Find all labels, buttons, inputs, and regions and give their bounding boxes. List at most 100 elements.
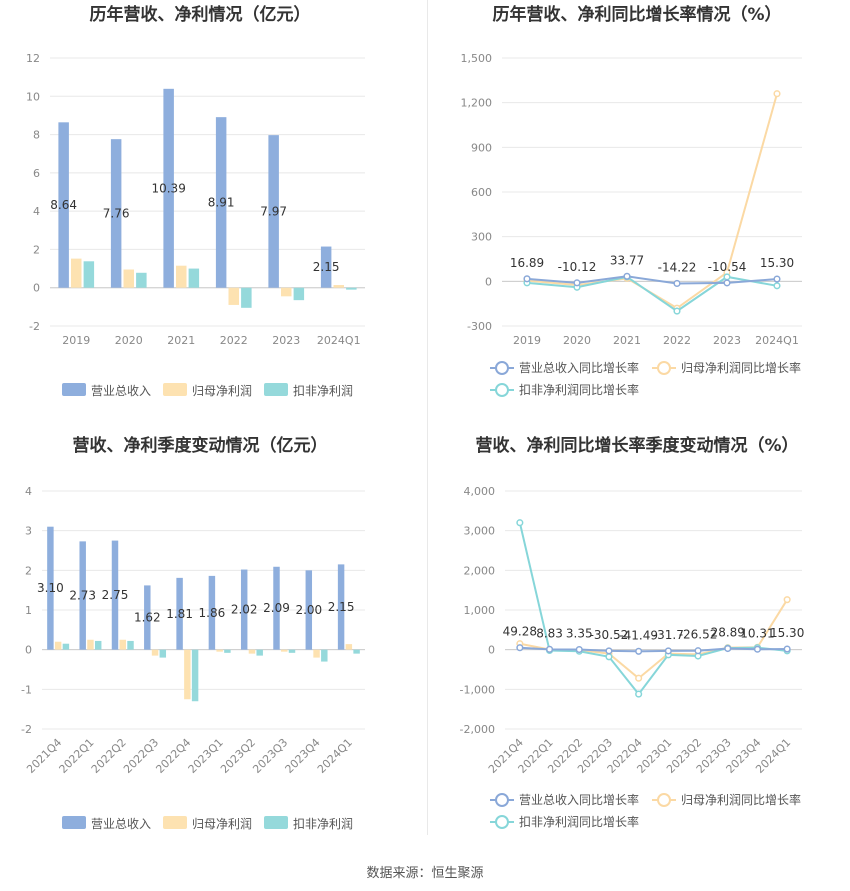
- series-point: [783, 596, 791, 604]
- bar-net-profit: [281, 287, 292, 297]
- y-tick-label: -1,000: [460, 683, 495, 696]
- y-tick-label: 12: [26, 52, 40, 65]
- series-point: [694, 647, 702, 655]
- data-label: -10.54: [708, 260, 747, 274]
- series-point: [546, 645, 554, 653]
- bar-revenue: [144, 585, 151, 650]
- bar-net-profit: [313, 649, 320, 658]
- y-tick-label: 0: [485, 275, 492, 288]
- bar-net-profit: [228, 287, 239, 305]
- bar-deducted-profit: [83, 261, 95, 288]
- data-label: 3.35: [566, 627, 593, 641]
- bar-net-profit: [333, 285, 344, 288]
- y-tick-label: -2: [29, 320, 40, 333]
- x-tick-label: 2023Q4: [283, 736, 323, 776]
- bar-deducted-profit: [321, 649, 328, 662]
- series-point: [724, 644, 732, 653]
- legend-marker: [657, 793, 671, 807]
- x-tick-label: 2021Q4: [24, 736, 64, 776]
- data-label: 2.73: [69, 589, 96, 603]
- x-tick-label: 2022Q3: [121, 736, 161, 776]
- y-tick-label: -2: [21, 723, 32, 736]
- legend-label: 扣非净利润: [293, 817, 353, 831]
- x-tick-label: 2024Q1: [755, 334, 799, 347]
- x-tick-label: 2020: [115, 334, 143, 347]
- legend-swatch: [163, 383, 187, 396]
- series-line-2: [526, 275, 778, 313]
- legend-label: 归母净利润同比增长率: [681, 792, 801, 807]
- y-tick-label: 3,000: [464, 525, 496, 538]
- series-point: [723, 273, 731, 281]
- series-point: [773, 282, 781, 290]
- legend-label: 扣非净利润同比增长率: [519, 382, 639, 397]
- y-tick-label: 0: [25, 644, 32, 657]
- series-line-0: [526, 275, 778, 285]
- data-label: 2.09: [263, 601, 290, 615]
- legend-marker: [495, 815, 509, 829]
- footer-label: 数据来源：: [366, 866, 432, 881]
- x-tick-label: 2019: [62, 334, 90, 347]
- y-tick-label: 2: [25, 564, 32, 577]
- bar-revenue: [215, 117, 227, 288]
- x-tick-label: 2020: [563, 334, 591, 347]
- chart-annual-growth: 历年营收、净利同比增长率情况（%） -300 0 300 600 900 1,200 1,50…: [461, 4, 802, 397]
- bar-deducted-profit: [353, 649, 360, 654]
- x-tick-label: 2019: [513, 334, 541, 347]
- series-point: [605, 647, 613, 655]
- x-tick-label: 2023Q1: [186, 736, 226, 776]
- y-tick-label: -300: [467, 320, 492, 333]
- series-point: [783, 645, 791, 653]
- bar-deducted-profit: [288, 649, 296, 653]
- bar-deducted-profit: [293, 287, 305, 301]
- x-tick-label: 2022Q2: [89, 736, 129, 776]
- bar-net-profit: [119, 639, 126, 650]
- data-label: -14.22: [658, 260, 697, 274]
- legend-swatch: [62, 816, 86, 829]
- legend-swatch: [62, 383, 86, 396]
- y-tick-label: 2: [33, 243, 40, 256]
- x-tick-label: 2022: [663, 334, 691, 347]
- chart-title: 历年营收、净利情况（亿元）: [90, 4, 311, 25]
- bar-revenue: [163, 88, 174, 288]
- chart-title: 历年营收、净利同比增长率情况（%）: [492, 4, 781, 25]
- bar-net-profit: [184, 649, 191, 700]
- legend-label: 营业总收入同比增长率: [519, 360, 639, 375]
- series-point: [516, 519, 524, 527]
- y-tick-label: 1,000: [464, 604, 496, 617]
- data-label: 2.75: [102, 588, 129, 602]
- y-tick-label: 900: [471, 141, 492, 154]
- legend-swatch: [163, 816, 187, 829]
- data-label: 2.02: [231, 603, 258, 617]
- y-tick-label: 1: [25, 604, 32, 617]
- data-label: 10.39: [151, 181, 185, 195]
- x-tick-label: 2024Q1: [315, 736, 355, 776]
- data-label: 1.81: [166, 607, 193, 621]
- bar-revenue: [176, 577, 183, 650]
- bar-revenue: [240, 569, 248, 650]
- y-tick-label: 0: [488, 644, 495, 657]
- y-tick-label: 6: [33, 167, 40, 180]
- legend-marker: [495, 793, 509, 807]
- x-tick-label: 2022: [220, 334, 248, 347]
- legend-label: 归母净利润: [192, 384, 252, 398]
- data-label: 8.64: [50, 198, 77, 212]
- data-label: 2.15: [328, 600, 355, 614]
- bar-deducted-profit: [256, 649, 263, 656]
- series-point: [523, 275, 531, 283]
- series-line-2: [518, 522, 788, 696]
- bar-revenue: [58, 122, 69, 288]
- series-point: [673, 307, 681, 315]
- series-point: [516, 644, 524, 652]
- data-label: 28.89: [711, 626, 745, 640]
- bar-deducted-profit: [241, 287, 252, 308]
- legend-marker: [495, 361, 509, 375]
- legend-label: 扣非净利润同比增长率: [519, 814, 639, 829]
- data-label: 2.15: [313, 260, 340, 274]
- chart-title: 营收、净利季度变动情况（亿元）: [73, 435, 328, 456]
- series-point: [635, 647, 643, 655]
- series-point: [635, 690, 643, 698]
- chart-quarterly-amounts: 营收、净利季度变动情况（亿元）-2-1012342021Q42022Q12022…: [21, 435, 365, 831]
- data-label: 1.86: [199, 606, 226, 620]
